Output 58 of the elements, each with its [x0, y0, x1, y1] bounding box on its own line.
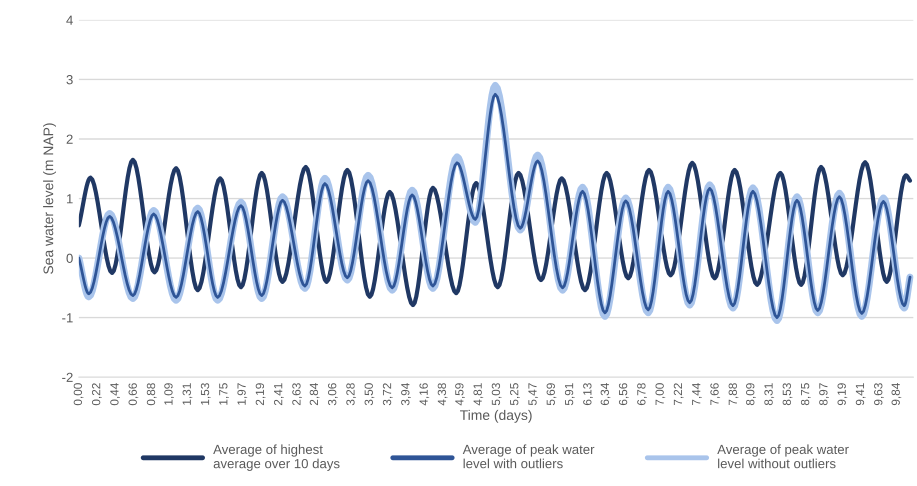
- y-tick-label: -2: [62, 372, 73, 382]
- x-tick-label: 3,06: [328, 383, 338, 406]
- y-tick-label: 1: [66, 194, 73, 204]
- x-tick-label: 8,97: [819, 383, 829, 406]
- x-tick-label: 1,31: [182, 383, 192, 405]
- x-tick-label: 5,47: [528, 383, 538, 406]
- x-tick-label: 0,00: [74, 383, 84, 406]
- x-tick-label: 4,59: [455, 383, 465, 406]
- x-tick-label: 3,28: [346, 383, 356, 406]
- legend-label: Average of peak water level without outliers: [717, 444, 849, 468]
- x-tick-label: 5,03: [492, 383, 502, 406]
- x-tick-label: 0,66: [128, 383, 138, 406]
- x-tick-label: 1,09: [164, 383, 174, 405]
- legend-label: Average of peak water level with outliers: [462, 444, 594, 468]
- x-tick-label: 7,88: [728, 383, 738, 406]
- legend-label: Average of highest average over 10 days: [213, 444, 340, 471]
- x-tick-label: 6,78: [637, 383, 647, 406]
- x-tick-label: 0,44: [110, 383, 120, 406]
- x-tick-label: 6,13: [583, 383, 593, 406]
- y-axis-title: Sea water level (m NAP): [43, 123, 56, 274]
- x-tick-label: 4,38: [438, 383, 448, 406]
- x-tick-label: 8,53: [782, 383, 792, 406]
- x-tick-label: 9,84: [892, 383, 902, 406]
- y-tick-label: -1: [62, 313, 73, 322]
- x-tick-label: 5,25: [510, 383, 520, 406]
- x-tick-label: 3,72: [382, 383, 393, 406]
- x-tick-label: 0,88: [146, 383, 157, 406]
- y-tick-label: 4: [66, 16, 73, 25]
- x-axis-title: Time (days): [460, 410, 532, 423]
- x-tick-label: 4,81: [473, 383, 484, 406]
- x-tick-label: 2,63: [292, 383, 302, 406]
- x-tick-label: 6,56: [618, 383, 629, 406]
- y-tick-label: 0: [66, 254, 73, 263]
- x-tick-label: 7,44: [692, 383, 702, 406]
- x-tick-label: 0,22: [92, 383, 102, 406]
- x-tick-label: 8,75: [800, 383, 811, 406]
- x-tick-label: 1,97: [237, 383, 248, 405]
- x-tick-label: 9,19: [837, 383, 848, 406]
- x-tick-label: 8,31: [764, 383, 774, 406]
- x-tick-label: 3,94: [401, 383, 411, 406]
- y-tick-label: 2: [66, 134, 73, 144]
- x-tick-label: 2,84: [310, 383, 320, 406]
- x-tick-label: 7,22: [674, 383, 684, 406]
- x-tick-label: 5,69: [546, 383, 556, 406]
- x-tick-label: 1,53: [200, 383, 211, 405]
- x-tick-label: 6,34: [600, 383, 610, 406]
- x-tick-label: 2,19: [256, 383, 266, 406]
- x-tick-label: 7,66: [710, 383, 720, 406]
- x-tick-label: 9,41: [856, 383, 866, 406]
- y-tick-label: 3: [66, 75, 73, 84]
- x-tick-label: 4,16: [419, 383, 430, 406]
- x-tick-label: 2,41: [274, 383, 284, 406]
- x-tick-label: 8,09: [746, 383, 756, 406]
- x-tick-label: 1,75: [219, 383, 229, 405]
- x-tick-label: 7,00: [655, 383, 666, 406]
- x-tick-label: 3,50: [364, 383, 374, 406]
- x-tick-label: 5,91: [564, 383, 575, 406]
- x-tick-label: 9,63: [874, 383, 884, 406]
